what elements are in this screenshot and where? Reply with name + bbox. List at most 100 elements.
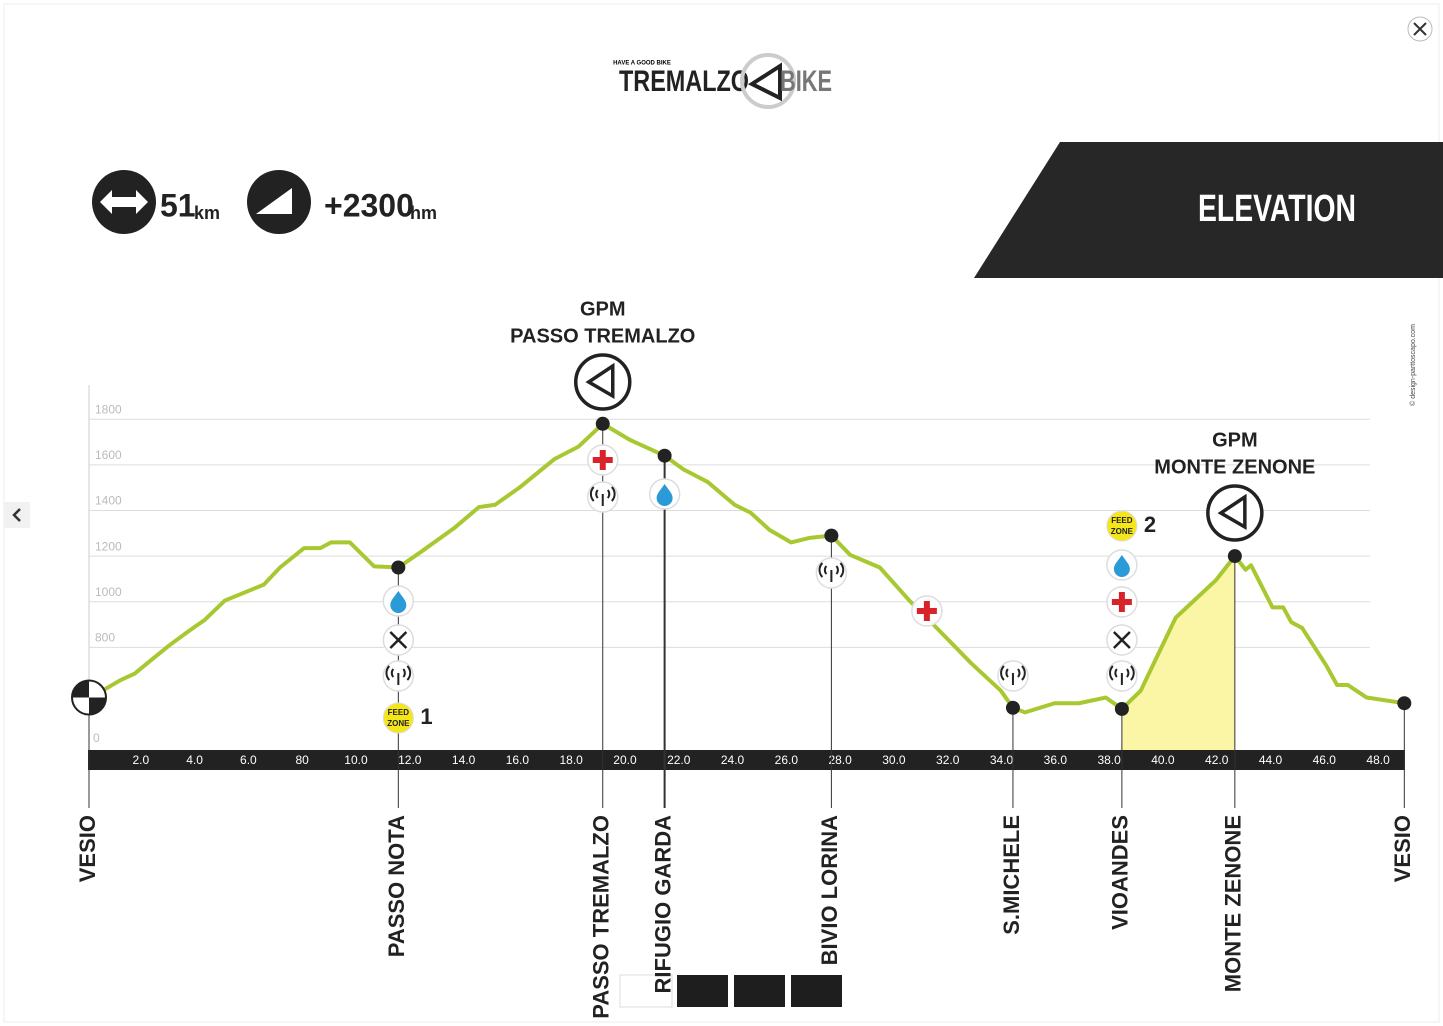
x-tick-label: 4.0	[186, 753, 203, 767]
waypoint-name: VESIO	[1390, 815, 1415, 882]
antenna	[1000, 665, 1026, 685]
antenna	[385, 665, 412, 685]
y-tick-label: 1200	[95, 539, 122, 553]
waypoint-dot	[1005, 700, 1020, 715]
x-tick-label: 36.0	[1044, 753, 1068, 767]
icon-drop	[1106, 549, 1138, 581]
antenna	[589, 486, 616, 506]
feed-zone	[382, 702, 414, 734]
xmark	[389, 631, 408, 649]
thumbnails	[619, 974, 842, 1008]
summit-triangle	[1217, 493, 1247, 531]
credit: © design-parttoscapo.com	[1409, 324, 1417, 406]
x-axis-bar	[88, 750, 1405, 770]
y-tick-label: 1000	[95, 585, 122, 599]
icon-cross	[1106, 586, 1138, 618]
feed-label: FEED	[1111, 516, 1133, 525]
logo-name: TREMALZO	[619, 65, 749, 98]
y-tick-label: 0	[93, 731, 100, 745]
waypoint-name: BIVIO LORINA	[817, 815, 842, 965]
x-tick-label: 16.0	[506, 753, 530, 767]
waypoint-dot	[1397, 696, 1412, 711]
banner	[974, 142, 1443, 278]
feed-label: FEED	[388, 708, 410, 717]
icon-antenna	[587, 481, 619, 513]
feed-number: 1	[420, 704, 432, 729]
y-tick-label: 800	[95, 631, 115, 645]
drop	[1113, 555, 1130, 577]
x-tick-label: 48.0	[1366, 753, 1390, 767]
x-tick-label: 40.0	[1151, 753, 1175, 767]
waypoint-name: VESIO	[75, 815, 100, 882]
feed-label: ZONE	[1111, 527, 1134, 536]
logo-name2: BIKE	[780, 65, 832, 98]
summit-icon	[1206, 484, 1264, 542]
x-tick-label: 22.0	[667, 753, 691, 767]
x-tick-label: 10.0	[344, 753, 368, 767]
x-tick-label: 34.0	[990, 753, 1014, 767]
icon-antenna	[997, 660, 1029, 692]
x-tick-label: 32.0	[936, 753, 960, 767]
stat-value: 51	[160, 187, 196, 223]
prev-button[interactable]	[4, 502, 30, 528]
waypoint-name: PASSO TREMALZO	[589, 815, 614, 1019]
waypoint-dot	[595, 416, 610, 431]
x-tick-label: 28.0	[828, 753, 852, 767]
icon-antenna	[815, 557, 848, 589]
expand-button[interactable]	[1407, 16, 1433, 42]
waypoint-dot	[391, 560, 406, 575]
thumbnail[interactable]	[734, 975, 785, 1007]
thumbnail[interactable]	[791, 975, 842, 1007]
icon-drop	[382, 585, 415, 617]
summit-name: PASSO TREMALZO	[510, 325, 695, 347]
x-tick-label: 24.0	[721, 753, 745, 767]
x-tick-label: 30.0	[882, 753, 906, 767]
logo-ring	[740, 53, 796, 109]
summit-triangle	[585, 362, 615, 400]
icon-cross	[911, 595, 943, 627]
waypoint-name: S.MICHELE	[999, 815, 1024, 935]
elevation-line	[88, 421, 1405, 715]
x-tick-label: 42.0	[1205, 753, 1229, 767]
summit-label: GPM	[580, 298, 626, 320]
cross	[1111, 592, 1132, 612]
x-tick-label: 80	[296, 753, 310, 767]
thumbnail[interactable]	[677, 975, 728, 1007]
highlight-area	[1121, 556, 1235, 750]
x-tick-label: 2.0	[132, 753, 149, 767]
cross	[916, 601, 937, 621]
stat-unit: hm	[410, 203, 437, 223]
x-tick-label: 14.0	[452, 753, 476, 767]
waypoint-name: VIOANDES	[1108, 815, 1133, 930]
cross	[592, 450, 613, 470]
x-tick-label: 6.0	[240, 753, 257, 767]
x-tick-label: 44.0	[1259, 753, 1283, 767]
icon-antenna	[1106, 660, 1138, 692]
icon-cross	[587, 444, 619, 476]
summit-label: GPM	[1212, 429, 1258, 451]
y-tick-label: 1800	[95, 402, 122, 416]
icon-x	[382, 624, 415, 656]
antenna	[818, 562, 845, 582]
summit-name: MONTE ZENONE	[1154, 456, 1315, 478]
icon-antenna	[382, 660, 415, 692]
x-tick-label: 12.0	[398, 753, 422, 767]
xmark	[1112, 631, 1131, 649]
icon-drop	[648, 478, 681, 510]
stat-value: +2300	[324, 187, 414, 223]
logo-tagline: HAVE A GOOD BIKE	[613, 61, 671, 67]
banner-title: ELEVATION	[1198, 188, 1356, 230]
waypoint-name: MONTE ZENONE	[1221, 815, 1246, 992]
feed-number: 2	[1144, 512, 1156, 537]
drop	[390, 591, 407, 613]
antenna	[1109, 665, 1135, 685]
thumbnail[interactable]	[619, 974, 673, 1008]
drop	[656, 484, 673, 506]
climb-triangle	[256, 188, 292, 214]
x-tick-label: 38.0	[1097, 753, 1121, 767]
waypoint-dot	[1114, 701, 1129, 716]
waypoint-dot	[824, 528, 839, 543]
y-tick-label: 1600	[95, 448, 122, 462]
stat-unit: km	[194, 203, 220, 223]
